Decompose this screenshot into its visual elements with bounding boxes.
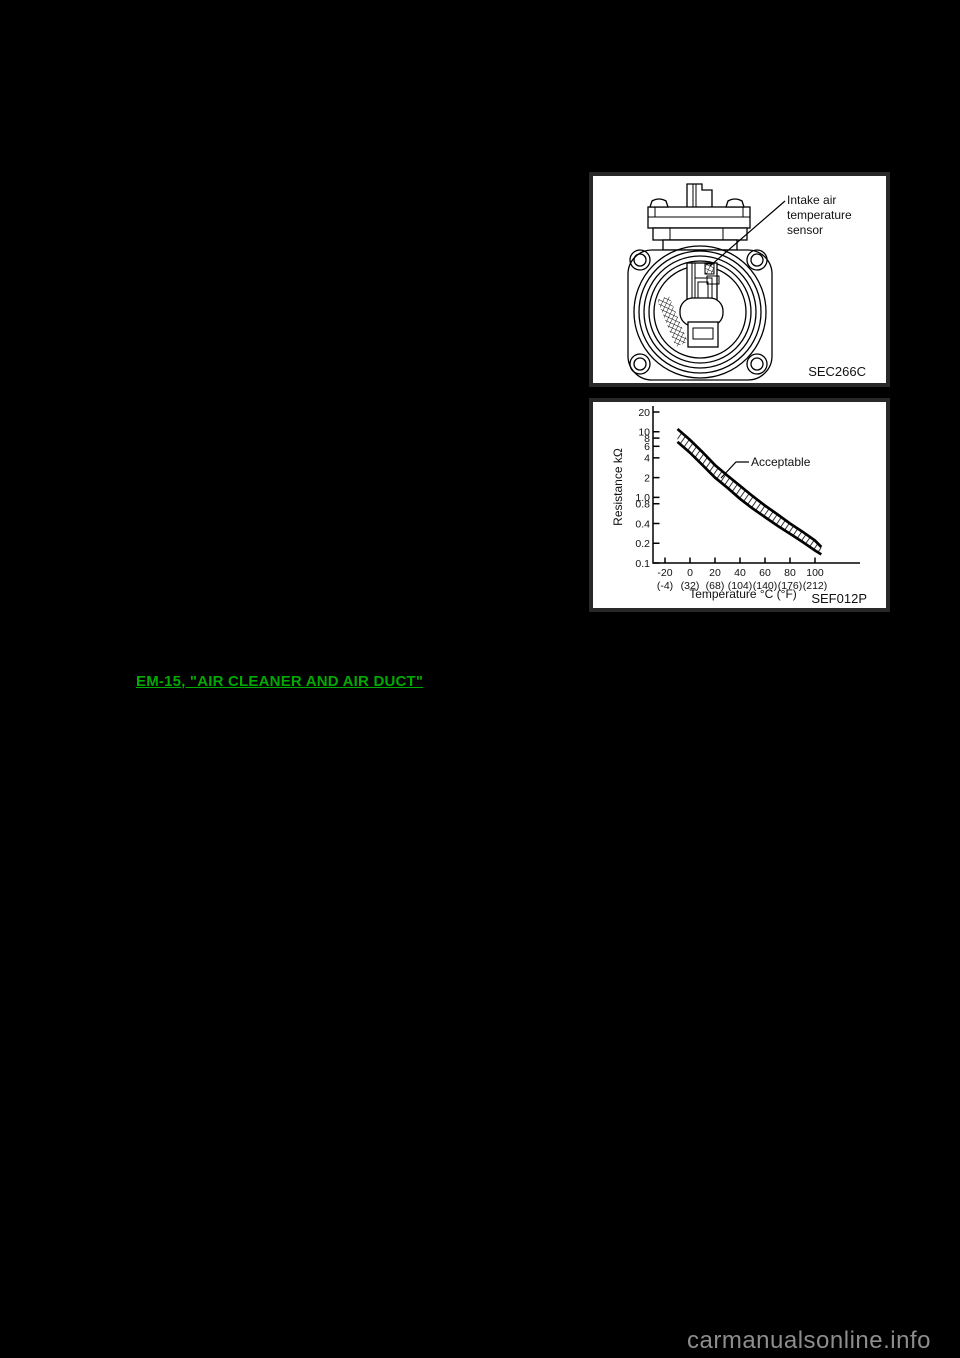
figure-code-sef012p: SEF012P: [811, 591, 867, 606]
acceptable-leader-line: [720, 461, 749, 479]
maf-sensor-figure: Intake air temperature sensor SEC266C: [627, 183, 866, 381]
sensor-callout-line: Intake air: [787, 193, 836, 207]
housing-upper-lines: [648, 207, 750, 218]
acceptable-band-upper-curve: [676, 427, 823, 548]
y-tick-label: 0.4: [635, 518, 650, 530]
sensor-base-inner: [692, 327, 714, 340]
y-tick-label: 0.1: [635, 558, 650, 570]
y-tick-label: 8: [644, 433, 650, 445]
acceptable-label: Acceptable: [751, 455, 811, 469]
bolt-hole-outer: [629, 249, 651, 271]
figure-panel-resistance-chart: 20 10 8 6 4 2 1.0 0.8 0.4 0.2 0.1 -20 (-4) 0 (32) 20 (68…: [589, 398, 890, 612]
x-tick-label-celsius: 100: [806, 567, 824, 579]
x-tick-label-fahrenheit: (68): [706, 580, 725, 592]
bolt-hole-inner: [633, 357, 647, 371]
acceptable-band: [677, 429, 822, 555]
x-tick-label-celsius: 40: [734, 567, 746, 579]
figure-code-sec266c: SEC266C: [808, 364, 866, 379]
chart-axes: [652, 406, 860, 564]
figure-panel-maf-sensor: Intake air temperature sensor SEC266C: [589, 172, 890, 387]
bolt-hole-outer: [746, 353, 768, 375]
x-tick-label-fahrenheit: (32): [681, 580, 700, 592]
bore-ring: [638, 250, 762, 374]
y-tick-label: 0.8: [635, 499, 650, 511]
bolt-hole-inner: [750, 357, 764, 371]
sensor-callout-line: temperature: [787, 208, 852, 222]
callout-leader-line: [709, 200, 786, 267]
bore-ring: [633, 245, 767, 379]
maf-sensor-drawing: [627, 183, 786, 381]
housing-lower: [662, 239, 738, 251]
x-tick-label-celsius: 20: [709, 567, 721, 579]
y-tick-label: 2: [644, 472, 650, 484]
bolt-hole-outer: [746, 249, 768, 271]
x-tick-label-celsius: -20: [657, 567, 672, 579]
resistance-chart-figure: 201086421.00.80.40.20.1-20(-4)0(32)20(68…: [611, 406, 867, 606]
housing-mid: [652, 227, 748, 241]
y-tick-label: 4: [644, 453, 650, 465]
y-axis-title: Resistance kΩ: [611, 448, 625, 526]
bolt-hole-outer: [629, 353, 651, 375]
bolt-hole-inner: [750, 253, 764, 267]
housing-mid-lines: [669, 228, 724, 240]
hatched-area: [657, 296, 688, 347]
bore-ring: [648, 260, 752, 364]
x-axis-title: Temperature °C (°F): [689, 587, 797, 601]
bolt-hole-inner: [633, 253, 647, 267]
connector-inner-lines: [692, 184, 697, 207]
iat-sensor-element: [704, 263, 715, 275]
sensor-callout-line: sensor: [787, 223, 823, 237]
x-tick-label-celsius: 80: [784, 567, 796, 579]
y-tick-label: 10: [638, 427, 650, 439]
watermark: carmanualsonline.info: [687, 1327, 931, 1354]
bolt-left: [649, 198, 669, 208]
x-tick-label-fahrenheit: (176): [778, 580, 803, 592]
x-tick-label-fahrenheit: (104): [728, 580, 753, 592]
y-tick-label: 1.0: [635, 492, 650, 504]
x-tick-label-fahrenheit: (-4): [657, 580, 673, 592]
x-tick-label-fahrenheit: (140): [753, 580, 778, 592]
y-tick-label: 6: [644, 441, 650, 453]
reference-link-em-15-air-cleaner-and-air-duct[interactable]: EM-15, "AIR CLEANER AND AIR DUCT": [136, 673, 424, 690]
bolt-right: [725, 198, 745, 208]
y-tick-label: 20: [638, 407, 650, 419]
x-tick-label-celsius: 60: [759, 567, 771, 579]
bore-ring: [643, 255, 757, 369]
sensor-tab: [706, 275, 720, 285]
x-tick-label-fahrenheit: (212): [803, 580, 828, 592]
y-tick-label: 0.2: [635, 538, 650, 550]
acceptable-band-lower-curve: [676, 440, 823, 556]
x-tick-label-celsius: 0: [687, 567, 693, 579]
connector-outline: [686, 183, 713, 207]
